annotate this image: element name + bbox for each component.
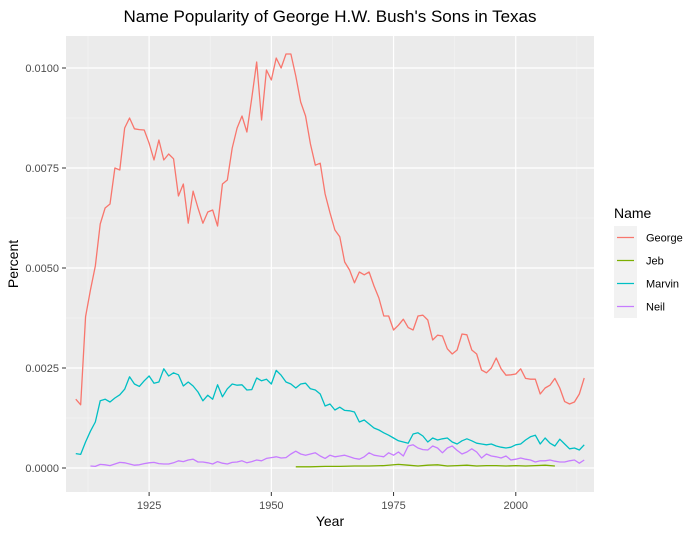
y-tick-label: 0.0100 <box>25 63 59 75</box>
x-axis-ticks: 1925 1950 1975 2000 <box>137 492 528 512</box>
x-tick-label: 1975 <box>381 500 405 512</box>
series-line-jeb <box>295 463 555 468</box>
y-axis-title: Percent <box>5 240 21 288</box>
y-tick-label: 0.0000 <box>25 463 59 475</box>
series-lines <box>75 53 585 468</box>
y-tick-label: 0.0075 <box>25 163 59 175</box>
legend-label-george: George <box>646 233 683 245</box>
y-tick-label: 0.0025 <box>25 363 59 375</box>
legend-title: Name <box>614 205 652 221</box>
grid-lines <box>66 36 594 492</box>
x-tick-label: 1925 <box>137 500 161 512</box>
y-axis-ticks: 0.0000 0.0025 0.0050 0.0075 0.0100 <box>25 63 66 475</box>
series-line-george <box>75 53 585 406</box>
y-tick-label: 0.0050 <box>25 263 59 275</box>
legend: Name George Jeb Marvin Neil <box>614 205 683 318</box>
x-axis-title: Year <box>316 513 345 529</box>
series-line-neil <box>90 444 585 468</box>
plot-panel <box>66 36 594 492</box>
legend-label-jeb: Jeb <box>646 256 664 268</box>
legend-label-marvin: Marvin <box>646 279 679 291</box>
x-tick-label: 2000 <box>504 500 528 512</box>
series-line-marvin <box>75 368 585 456</box>
chart-title: Name Popularity of George H.W. Bush's So… <box>123 7 536 26</box>
legend-label-neil: Neil <box>646 302 665 314</box>
x-tick-label: 1950 <box>259 500 283 512</box>
